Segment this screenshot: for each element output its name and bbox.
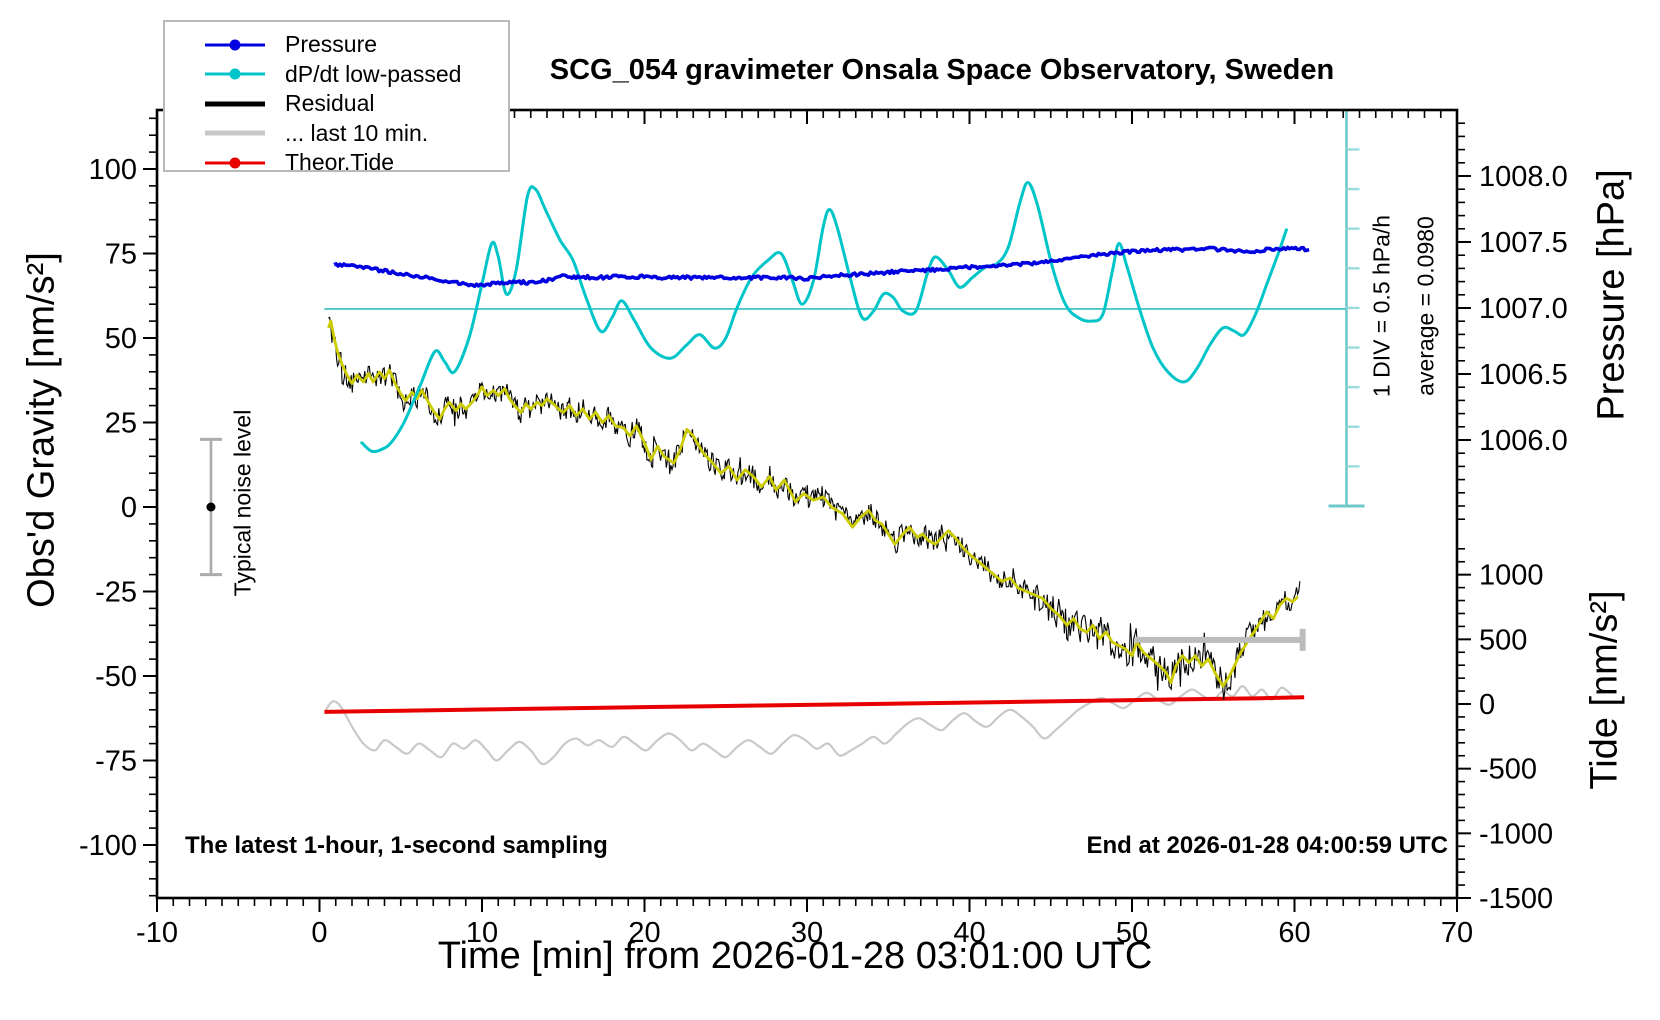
average-label: average = 0.0980 (1412, 216, 1439, 396)
tide-tick-label-group: 500 (1479, 624, 1527, 656)
dpdt-scale-bar (1328, 109, 1365, 508)
series-theor-tide (324, 695, 1305, 714)
tide-tick-label-group: 1000 (1479, 560, 1544, 592)
gravity-tick-label: 75 (105, 239, 137, 271)
tide-tick-label: -1500 (1479, 883, 1553, 915)
theortide-line-icon (205, 148, 265, 178)
x-tick-label-group: 30 (791, 917, 823, 949)
x-tick-label: 10 (466, 917, 498, 949)
pressure-tick-label-group: 1007.0 (1479, 293, 1568, 325)
y-axis-title-pressure: Pressure [hPa] (1590, 169, 1633, 421)
pressure-tick-label-group: 1006.5 (1479, 359, 1568, 391)
pressure-tick-label: 1008.0 (1479, 161, 1568, 193)
gravity-tick-label-group: -100 (79, 830, 137, 862)
tide-tick-label: -500 (1479, 754, 1537, 786)
x-axis-title: Time [min] from 2026-01-28 03:01:00 UTC (437, 935, 1153, 977)
pressure-tick-label: 1007.5 (1479, 227, 1568, 259)
series-pressure (333, 245, 1310, 289)
legend-item-pressure: Pressure (165, 30, 508, 60)
legend-label: dP/dt low-passed (285, 60, 462, 87)
end-time-note: End at 2026-01-28 04:00:59 UTC (1086, 832, 1449, 859)
legend-label: Pressure (285, 31, 378, 58)
x-tick-label: -10 (136, 917, 178, 949)
series-dpdt (360, 181, 1288, 454)
legend-label: Residual (285, 90, 375, 117)
series-last10min (325, 684, 1294, 766)
residual-line-icon (205, 89, 265, 119)
gravity-tick-label-group: 0 (121, 492, 137, 524)
x-tick-label-group: 70 (1441, 917, 1473, 949)
y-axis-title-tide: Tide [nm/s²] (1583, 590, 1626, 790)
typical-noise-level-label: Typical noise level (229, 409, 256, 597)
gravity-tick-label-group: -50 (95, 661, 137, 693)
tide-tick-label-group: -1500 (1479, 883, 1553, 915)
legend-box: Pressure dP/dt low-passed Residual ... l… (163, 20, 510, 175)
legend-label: Theor.Tide (285, 149, 395, 176)
x-tick-label: 70 (1441, 917, 1473, 949)
x-tick-label: 50 (1116, 917, 1148, 949)
x-tick-label: 0 (311, 917, 327, 949)
tide-tick-label-group: -1000 (1479, 818, 1553, 850)
x-tick-label-group: 20 (628, 917, 660, 949)
tide-tick-label: 1000 (1479, 560, 1544, 592)
legend-label: ... last 10 min. (285, 119, 429, 146)
dpdt-line-icon (205, 60, 265, 90)
legend-item-residual: Residual (165, 89, 508, 119)
tide-tick-label: -1000 (1479, 818, 1553, 850)
div-scale-label: 1 DIV = 0.5 hPa/h (1368, 214, 1395, 398)
gravity-tick-label-group: -25 (95, 577, 137, 609)
gravity-tick-label: 100 (89, 154, 137, 186)
x-tick-label-group: 50 (1116, 917, 1148, 949)
x-tick-label-group: 60 (1278, 917, 1310, 949)
tide-tick-label: 500 (1479, 624, 1527, 656)
x-tick-label: 20 (628, 917, 660, 949)
axis-ticks (143, 110, 1471, 912)
noise-level-marker (199, 437, 222, 577)
gravity-tick-label: -25 (95, 577, 137, 609)
x-tick-label: 60 (1278, 917, 1310, 949)
legend-item-dpdt: dP/dt low-passed (165, 60, 508, 90)
tide-tick-label-group: -500 (1479, 754, 1537, 786)
gravity-tick-label-group: -75 (95, 746, 137, 778)
legend-item-last10: ... last 10 min. (165, 119, 508, 149)
gravity-tick-label: -100 (79, 830, 137, 862)
x-tick-label: 40 (953, 917, 985, 949)
page-title: SCG_054 gravimeter Onsala Space Observat… (549, 54, 1335, 86)
pressure-line-icon (205, 30, 265, 60)
legend-item-theortide: Theor.Tide (165, 148, 508, 178)
x-tick-label-group: 40 (953, 917, 985, 949)
gravity-tick-label-group: 75 (105, 239, 137, 271)
series-residual-lowpassed (327, 319, 1299, 688)
x-tick-label-group: 10 (466, 917, 498, 949)
pressure-tick-label: 1007.0 (1479, 293, 1568, 325)
x-tick-label-group: -10 (136, 917, 178, 949)
tide-tick-label-group: 0 (1479, 689, 1495, 721)
gravity-tick-label: -50 (95, 661, 137, 693)
x-tick-label: 30 (791, 917, 823, 949)
gravity-tick-label-group: 100 (89, 154, 137, 186)
gravity-tick-label: -75 (95, 746, 137, 778)
sampling-note: The latest 1-hour, 1-second sampling (185, 832, 608, 859)
last10-line-icon (205, 119, 265, 149)
gravity-tick-label-group: 50 (105, 323, 137, 355)
y-axis-title-gravity: Obs'd Gravity [nm/s²] (20, 252, 63, 608)
gravity-tick-label: 50 (105, 323, 137, 355)
pressure-tick-label-group: 1007.5 (1479, 227, 1568, 259)
tide-tick-label: 0 (1479, 689, 1495, 721)
pressure-tick-label-group: 1008.0 (1479, 161, 1568, 193)
plot-frame (155, 108, 1459, 900)
gravity-tick-label-group: 25 (105, 408, 137, 440)
x-tick-label-group: 0 (311, 917, 327, 949)
pressure-tick-label: 1006.5 (1479, 359, 1568, 391)
last10-bar (1135, 628, 1306, 651)
pressure-tick-label-group: 1006.0 (1479, 425, 1568, 457)
pressure-tick-label: 1006.0 (1479, 425, 1568, 457)
gravity-tick-label: 0 (121, 492, 137, 524)
gravity-tick-label: 25 (105, 408, 137, 440)
